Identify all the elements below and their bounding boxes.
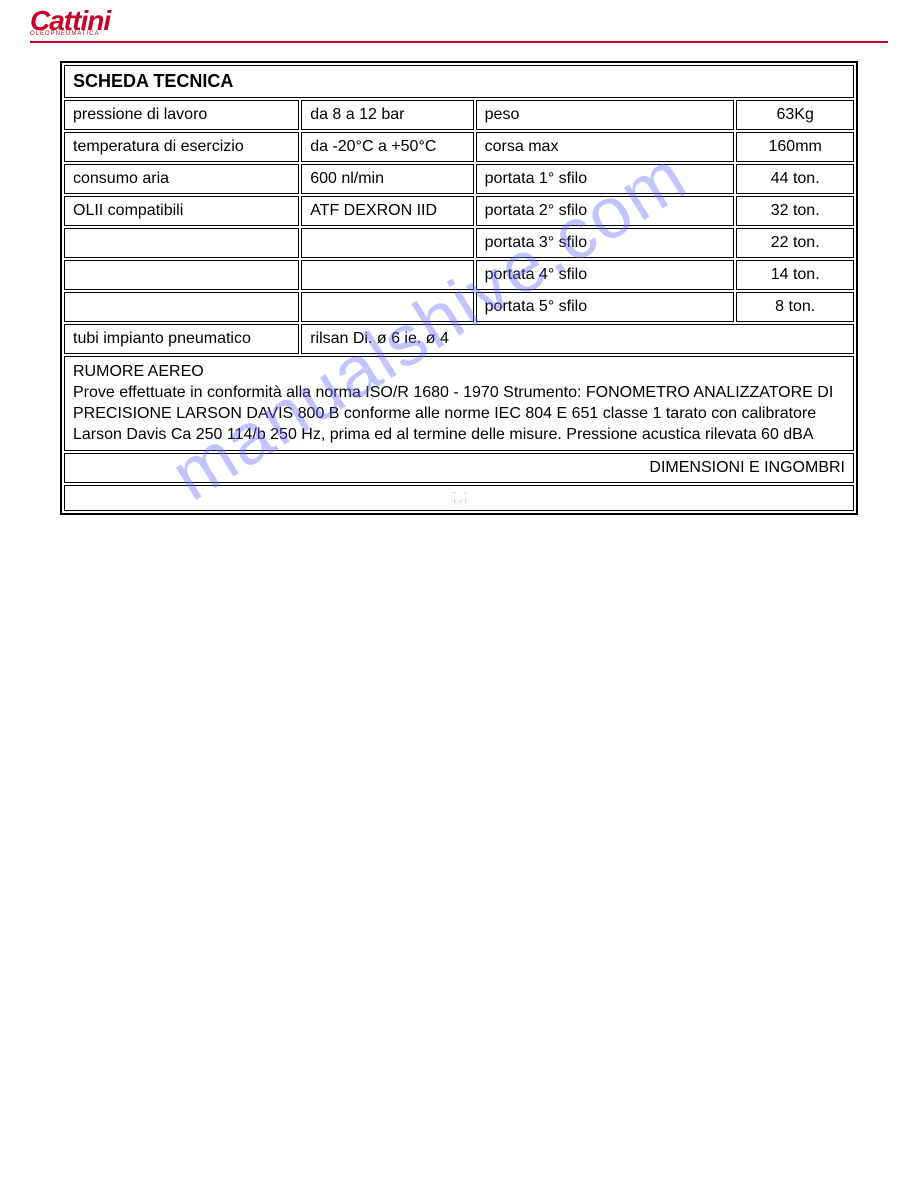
spec-table: SCHEDA TECNICA pressione di lavoro da 8 … — [60, 61, 858, 515]
cell-label: portata 4° sfilo — [476, 260, 735, 290]
diagram-row: manualshive.com — [64, 485, 854, 511]
cell-label: temperatura di esercizio — [64, 132, 299, 162]
table-row: temperatura di esercizio da -20°C a +50°… — [64, 132, 854, 162]
dim-500: 500 — [458, 503, 459, 504]
cell-value: 63Kg — [736, 100, 854, 130]
dim-1315: 1315 — [453, 497, 455, 498]
cell-label: tubi impianto pneumatico — [64, 324, 299, 354]
cell-value: 14 ton. — [736, 260, 854, 290]
cell-label: consumo aria — [64, 164, 299, 194]
table-row: consumo aria 600 nl/min portata 1° sfilo… — [64, 164, 854, 194]
jack-labels-right: 8 t 14 t — [462, 499, 464, 501]
header: Cattini OLEOPNEUMATICA — [0, 0, 918, 41]
table-row: tubi impianto pneumatico rilsan Di. ø 6 … — [64, 324, 854, 354]
cell-value: rilsan Di. ø 6 ie. ø 4 — [301, 324, 854, 354]
dim-350: 350 — [465, 504, 466, 505]
cell-value — [301, 260, 473, 290]
cell-value — [301, 228, 473, 258]
cell-label: portata 2° sfilo — [476, 196, 735, 226]
cell-value: da -20°C a +50°C — [301, 132, 473, 162]
noise-title: RUMORE AEREO — [73, 363, 204, 380]
dimension-diagram: 1385 1315 22 t 32 t 44 t — [73, 491, 845, 505]
diagram-cell: manualshive.com — [64, 485, 854, 511]
cell-value: 8 ton. — [736, 292, 854, 322]
content: SCHEDA TECNICA pressione di lavoro da 8 … — [0, 61, 918, 515]
cell-value: ATF DEXRON IID — [301, 196, 473, 226]
dimensions-title: DIMENSIONI E INGOMBRI — [64, 453, 854, 483]
noise-body: Prove effettuate in conformità alla norm… — [73, 384, 833, 443]
cell-value: 22 ton. — [736, 228, 854, 258]
cell-value: 160mm — [736, 132, 854, 162]
table-row: portata 3° sfilo 22 ton. — [64, 228, 854, 258]
dim-1000: 1000 — [458, 504, 460, 505]
table-row: portata 5° sfilo 8 ton. — [64, 292, 854, 322]
cell-label: portata 5° sfilo — [476, 292, 735, 322]
cell-label — [64, 292, 299, 322]
logo: Cattini OLEOPNEUMATICA — [30, 8, 110, 37]
noise-cell: RUMORE AEREO Prove effettuate in conform… — [64, 356, 854, 451]
cell-label: portata 3° sfilo — [476, 228, 735, 258]
dim-title-row: DIMENSIONI E INGOMBRI — [64, 453, 854, 483]
noise-row: RUMORE AEREO Prove effettuate in conform… — [64, 356, 854, 451]
cell-label — [64, 260, 299, 290]
cell-value: 600 nl/min — [301, 164, 473, 194]
table-row: pressione di lavoro da 8 a 12 bar peso 6… — [64, 100, 854, 130]
cell-value: 32 ton. — [736, 196, 854, 226]
brand-tagline: OLEOPNEUMATICA — [30, 31, 110, 37]
cell-label: corsa max — [476, 132, 735, 162]
dim-120: 120 — [458, 503, 459, 504]
dim-160: 160 — [463, 501, 464, 502]
brand-name: Cattini — [30, 8, 110, 33]
dim-1385: 1385 — [451, 497, 453, 498]
table-row: portata 4° sfilo 14 ton. — [64, 260, 854, 290]
cell-label — [64, 228, 299, 258]
jack-labels-left: 22 t 32 t 44 t — [458, 499, 460, 501]
cell-label: peso — [476, 100, 735, 130]
cell-value: da 8 a 12 bar — [301, 100, 473, 130]
table-row: OLII compatibili ATF DEXRON IID portata … — [64, 196, 854, 226]
header-rule — [30, 41, 888, 43]
cell-value: 44 ton. — [736, 164, 854, 194]
cell-label: pressione di lavoro — [64, 100, 299, 130]
page: Cattini OLEOPNEUMATICA SCHEDA TECNICA pr… — [0, 0, 918, 515]
table-title: SCHEDA TECNICA — [64, 65, 854, 98]
dim-100: 100 — [463, 502, 464, 503]
cell-label: OLII compatibili — [64, 196, 299, 226]
cell-value — [301, 292, 473, 322]
cell-label: portata 1° sfilo — [476, 164, 735, 194]
